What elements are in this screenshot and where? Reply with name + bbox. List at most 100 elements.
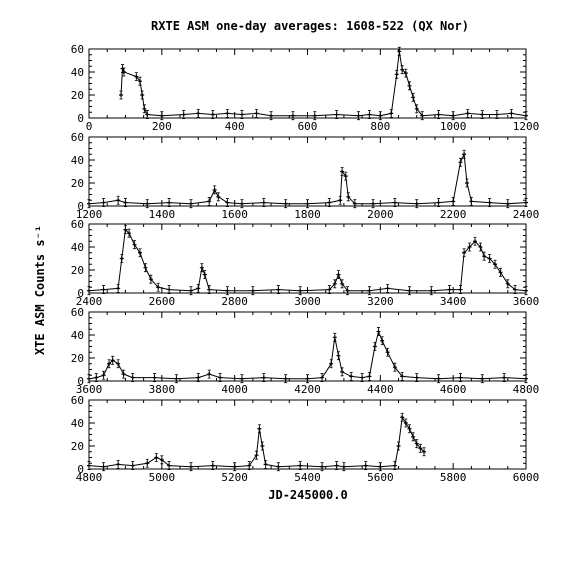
error-bar	[167, 461, 171, 470]
series-line	[120, 51, 527, 117]
error-bar	[276, 285, 280, 294]
error-bar	[127, 228, 131, 238]
error-bar	[333, 332, 337, 342]
error-bar	[196, 109, 200, 118]
x-tick-label: 1200	[76, 208, 103, 221]
error-bar	[284, 199, 288, 209]
x-tick-label: 3000	[294, 295, 321, 308]
error-bar	[140, 90, 144, 100]
error-bar	[356, 111, 360, 121]
error-bar	[251, 286, 255, 296]
x-tick-label: 5000	[149, 471, 176, 484]
error-bar	[393, 362, 397, 372]
panel-5: 0 20 40 60 4800 5000 5200 5400 5600 5800 6000	[71, 394, 540, 484]
error-bar	[247, 461, 251, 470]
error-bar	[167, 198, 171, 207]
error-bar	[482, 251, 486, 261]
error-bar	[346, 286, 350, 296]
error-bar	[400, 372, 404, 381]
error-bar	[493, 259, 497, 269]
x-tick-label: 2600	[149, 295, 176, 308]
error-bar	[371, 199, 375, 209]
y-tick-label: 60	[71, 306, 84, 319]
error-bar	[367, 110, 371, 119]
error-bar	[298, 461, 302, 470]
error-bar	[340, 279, 344, 289]
x-tick-label: 4800	[76, 471, 103, 484]
x-axis-label: JD-245000.0	[268, 488, 347, 502]
error-bar	[386, 347, 390, 357]
x-tick-label: 4400	[367, 383, 394, 396]
error-bar	[513, 285, 517, 294]
error-bar	[437, 374, 441, 384]
error-bar	[138, 76, 142, 86]
error-bar	[488, 198, 492, 207]
x-tick-label: 3600	[76, 383, 103, 396]
y-tick-label: 20	[71, 440, 84, 453]
error-bar	[211, 110, 215, 119]
error-bar	[255, 109, 259, 118]
y-tick-label: 60	[71, 394, 84, 407]
error-bar	[207, 285, 211, 294]
error-bar	[364, 461, 368, 470]
error-bar	[329, 359, 333, 369]
error-bar	[386, 284, 390, 293]
x-tick-label: 3800	[149, 383, 176, 396]
error-bar	[415, 373, 419, 382]
error-bar	[102, 462, 106, 472]
error-bar	[437, 198, 441, 207]
error-bar	[469, 197, 473, 206]
error-bar	[320, 373, 324, 382]
error-bar	[306, 374, 309, 384]
error-bar	[240, 110, 244, 119]
error-bar	[225, 286, 229, 296]
error-bar	[349, 372, 353, 381]
error-bar	[143, 263, 147, 273]
error-bar	[119, 90, 123, 100]
error-bar	[122, 67, 126, 77]
error-bar	[411, 432, 415, 442]
y-tick-label: 40	[71, 329, 84, 342]
error-bar	[506, 279, 510, 289]
x-tick-label: 400	[225, 120, 245, 133]
error-bar	[284, 374, 288, 384]
error-bar	[335, 461, 339, 470]
error-bar	[327, 285, 331, 294]
error-bar	[397, 46, 401, 56]
error-bar	[473, 236, 477, 246]
error-bar	[502, 373, 506, 382]
error-bar	[377, 327, 381, 336]
error-bar	[524, 374, 528, 384]
error-bar	[102, 198, 106, 207]
y-tick-label: 40	[71, 241, 84, 254]
error-bar	[407, 81, 411, 91]
error-bar	[524, 111, 528, 121]
error-bar	[415, 439, 419, 449]
x-tick-label: 5200	[221, 471, 248, 484]
error-bar	[340, 367, 344, 377]
error-bar	[134, 72, 138, 81]
error-bar	[340, 167, 344, 176]
error-bar	[378, 111, 382, 121]
error-bar	[196, 284, 200, 293]
error-bar	[458, 285, 462, 294]
error-bar	[499, 267, 503, 277]
error-bar	[196, 373, 200, 382]
error-bar	[344, 171, 348, 181]
x-tick-label: 5800	[440, 471, 467, 484]
x-tick-label: 5400	[294, 471, 321, 484]
error-bar	[225, 198, 229, 207]
error-bar	[87, 286, 91, 296]
error-bar	[133, 240, 137, 250]
error-bar	[389, 109, 393, 118]
y-tick-label: 20	[71, 177, 84, 190]
error-bar	[262, 198, 266, 207]
error-bar	[429, 286, 433, 296]
x-tick-label: 2400	[76, 295, 103, 308]
y-tick-label: 20	[71, 352, 84, 365]
error-bar	[495, 110, 499, 119]
error-bar	[360, 373, 364, 382]
y-tick-label: 60	[71, 131, 84, 144]
error-bar	[111, 355, 115, 365]
error-bar	[451, 197, 455, 206]
